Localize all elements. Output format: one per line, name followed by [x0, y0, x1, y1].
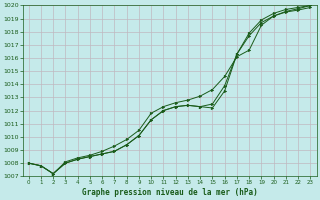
X-axis label: Graphe pression niveau de la mer (hPa): Graphe pression niveau de la mer (hPa): [82, 188, 257, 197]
